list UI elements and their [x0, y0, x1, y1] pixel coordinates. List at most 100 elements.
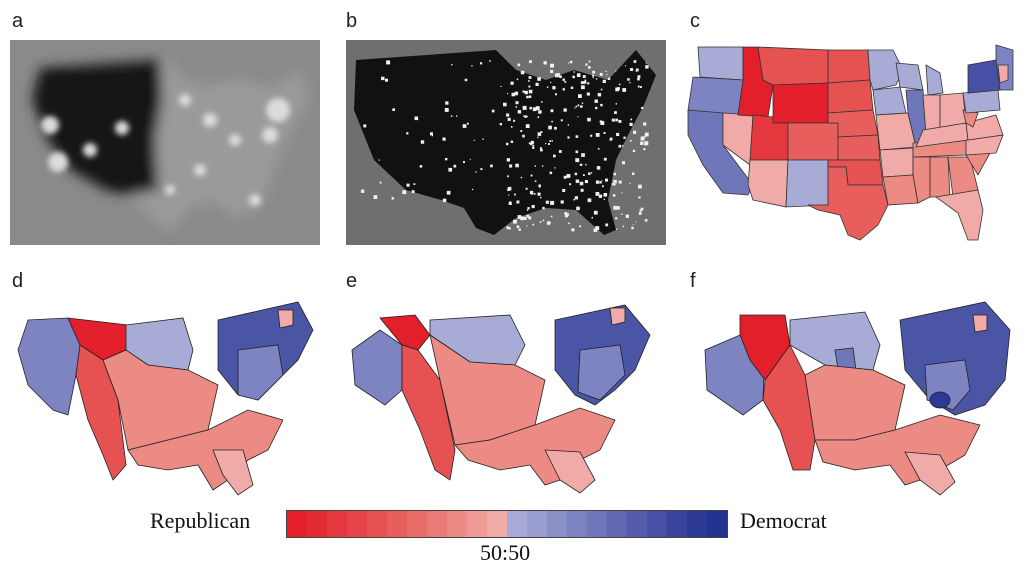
population-dot [508, 227, 511, 230]
population-dot [551, 120, 553, 123]
panel-a-hotspot [115, 121, 129, 135]
population-dot [538, 184, 541, 187]
panel-a-density-map [10, 40, 320, 245]
population-dot [531, 193, 533, 195]
population-dot [528, 142, 531, 145]
cartogram-d-mid-atlantic [237, 344, 284, 401]
population-dot [528, 216, 532, 220]
population-dot [603, 193, 608, 197]
population-dot [530, 174, 533, 177]
population-dot [625, 214, 629, 218]
population-dot [615, 103, 617, 105]
population-dot [545, 200, 549, 204]
panel-a-hotspot [41, 116, 59, 134]
population-dot [587, 117, 591, 122]
panel-a-hotspot [48, 152, 68, 172]
panel-label-c: c [690, 10, 700, 32]
population-dot [471, 188, 474, 191]
population-dot [613, 183, 616, 186]
population-dot [641, 106, 644, 109]
state-minnesota [867, 49, 904, 91]
state-texas [807, 166, 889, 241]
population-dot [373, 195, 378, 199]
population-dot [564, 214, 568, 218]
population-dot [613, 172, 615, 175]
state-wisconsin [895, 62, 924, 91]
population-dot [623, 136, 626, 139]
population-dot [462, 124, 467, 128]
population-dot [507, 186, 512, 191]
legend-swatch [567, 511, 587, 537]
population-dot [442, 137, 446, 141]
population-dot [525, 124, 530, 128]
state-new-hampshire [997, 64, 1009, 84]
population-dot [607, 77, 611, 80]
population-dot [520, 176, 523, 179]
population-dot [579, 225, 582, 228]
population-dot [580, 81, 584, 84]
population-dot [532, 144, 535, 147]
panel-b-population-dots [361, 60, 649, 232]
population-dot [563, 175, 567, 179]
population-dot [500, 85, 502, 87]
population-dot [579, 163, 582, 166]
population-dot [597, 93, 602, 97]
population-dot [586, 92, 590, 96]
population-dot [526, 214, 530, 218]
population-dot [466, 122, 469, 125]
state-arizona [747, 159, 789, 208]
population-dot [554, 126, 557, 130]
population-dot [615, 118, 619, 122]
state-new-york [967, 59, 1001, 94]
population-dot [574, 196, 578, 200]
population-dot [508, 201, 512, 205]
population-dot [517, 63, 521, 67]
population-dot [645, 62, 647, 64]
population-dot [596, 166, 601, 170]
population-dot [618, 120, 622, 123]
population-dot [567, 62, 569, 64]
population-dot [456, 115, 458, 117]
population-dot [509, 164, 513, 168]
population-dot [595, 78, 598, 80]
population-dot [385, 78, 388, 82]
population-dot [643, 122, 647, 126]
population-dot [605, 223, 609, 227]
population-dot [542, 219, 545, 222]
population-dot [445, 157, 448, 161]
population-dot [614, 111, 617, 114]
panel-c-election-map [678, 35, 1018, 245]
population-dot [480, 62, 483, 65]
population-dot [513, 119, 516, 122]
population-dot [520, 130, 523, 132]
population-dot [510, 140, 514, 143]
population-dot [540, 131, 543, 133]
population-dot [602, 185, 604, 188]
population-dot [473, 139, 475, 141]
population-dot [630, 118, 633, 121]
population-dot [471, 65, 473, 67]
population-dot [444, 108, 449, 112]
population-dot [581, 153, 585, 157]
panel-label-f: f [690, 270, 696, 292]
population-dot [515, 101, 519, 105]
population-dot [606, 74, 608, 76]
population-dot [601, 180, 603, 182]
population-dot [578, 94, 582, 98]
population-dot [532, 107, 537, 112]
population-dot [581, 102, 584, 104]
population-dot [562, 88, 565, 91]
population-dot [506, 158, 510, 162]
population-dot [566, 174, 571, 178]
population-dot [629, 182, 631, 184]
population-dot [571, 228, 575, 232]
population-dot [611, 118, 615, 122]
population-dot [560, 200, 564, 204]
population-dot [551, 140, 553, 142]
population-dot [516, 225, 520, 229]
population-dot [579, 181, 584, 186]
state-alabama [929, 156, 951, 198]
population-dot [406, 183, 410, 187]
population-dot [550, 200, 555, 205]
population-dot [632, 224, 634, 226]
